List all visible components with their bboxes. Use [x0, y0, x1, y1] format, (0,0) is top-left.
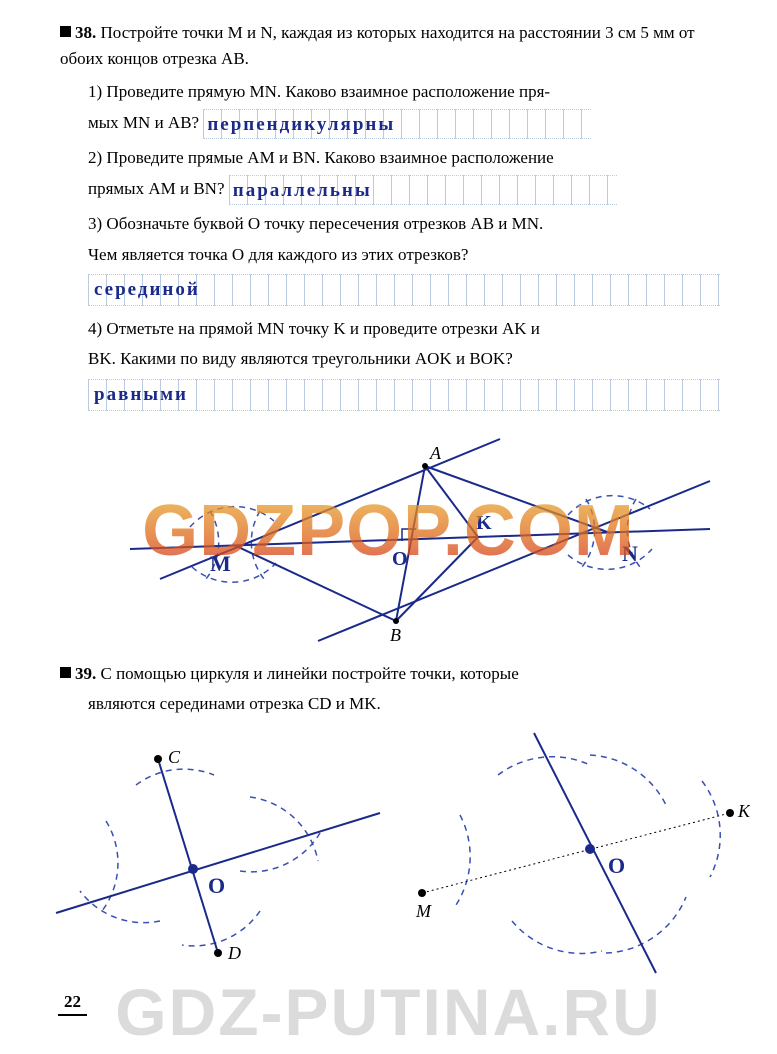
p38-figure: A B M N K O	[70, 421, 750, 651]
lbl-D: D	[227, 943, 241, 963]
p38-a1-box: перпендикулярны	[203, 109, 591, 139]
lbl-M: M	[210, 551, 231, 576]
p38-a2-box: параллельны	[229, 175, 617, 205]
pt-K	[726, 809, 734, 817]
p39-intro: 39. С помощью циркуля и линейки постройт…	[60, 661, 737, 687]
p38-q2-line2: прямых AM и BN? параллельны	[60, 175, 737, 205]
p38-a4-box: равными	[88, 379, 720, 411]
p38-q2b: прямых AM и BN?	[88, 179, 225, 198]
pt-O1	[188, 864, 198, 874]
p38-a2: параллельны	[233, 180, 372, 201]
line-AN	[425, 466, 610, 533]
p39-text-a: С помощью циркуля и линейки постройте то…	[101, 664, 519, 683]
arc	[182, 911, 260, 946]
line-CD	[158, 759, 218, 953]
lbl-M2: M	[415, 901, 432, 921]
line-BM	[234, 545, 396, 621]
p38-q3b: Чем является точка O для каждого из этих…	[60, 242, 737, 268]
arc	[512, 921, 602, 953]
pt-D	[214, 949, 222, 957]
lbl-O2: O	[608, 853, 625, 878]
arc	[590, 755, 666, 805]
p38-q2a: 2) Проведите прямые AM и BN. Каково взаи…	[60, 145, 737, 171]
lbl-B: B	[390, 625, 401, 645]
p38-a4: равными	[94, 384, 188, 406]
page-number: 22	[58, 992, 87, 1016]
p38-q1a: 1) Проведите прямую MN. Каково взаимное …	[60, 79, 737, 105]
pt-A	[422, 463, 428, 469]
line-BK	[396, 537, 478, 621]
p38-q4b: BK. Какими по виду являются треугольники…	[60, 346, 737, 372]
p38-q1-line2: мых MN и AB? перпендикулярны	[60, 109, 737, 139]
line-CD-bis	[56, 813, 380, 913]
lbl-K2: K	[737, 801, 750, 821]
pt-B	[393, 618, 399, 624]
watermark-bottom: GDZ-PUTINA.RU	[0, 974, 777, 1050]
square-icon	[60, 26, 71, 37]
p39-text-b: являются серединами отрезка CD и MK.	[60, 691, 737, 717]
square-icon	[60, 667, 71, 678]
p38-a3-box: серединой	[88, 274, 720, 306]
p38-q1b: мых MN и AB?	[88, 113, 199, 132]
lbl-K: K	[476, 512, 492, 534]
line-MK-bis	[534, 733, 656, 973]
arc	[568, 495, 650, 514]
p38-q3a: 3) Обозначьте буквой O точку пересечения…	[60, 211, 737, 237]
p38-a3: серединой	[94, 279, 200, 301]
arc	[702, 781, 720, 877]
lbl-O1: O	[208, 873, 225, 898]
pt-O2	[585, 844, 595, 854]
p39-svg: C D O M K O	[50, 721, 750, 981]
arc	[456, 815, 470, 905]
p39-number: 39.	[75, 664, 96, 683]
arc	[190, 506, 274, 526]
p38-svg: A B M N K O	[70, 421, 750, 651]
arc	[136, 770, 214, 786]
p38-q4a: 4) Отметьте на прямой MN точку K и прове…	[60, 316, 737, 342]
pt-C	[154, 755, 162, 763]
lbl-C: C	[168, 747, 181, 767]
lbl-A: A	[429, 443, 442, 463]
line-MK	[422, 813, 730, 893]
arc	[80, 891, 160, 923]
arc	[606, 897, 686, 953]
lbl-O: O	[392, 548, 408, 570]
arc	[498, 757, 590, 775]
arc	[250, 797, 318, 861]
p38-number: 38.	[75, 23, 96, 42]
p39-figure: C D O M K O	[50, 721, 750, 981]
p38-intro: 38. Постройте точки M и N, каждая из кот…	[60, 20, 737, 73]
p38-intro-text: Постройте точки M и N, каждая из которых…	[60, 23, 695, 68]
arc	[192, 563, 276, 582]
pt-M	[418, 889, 426, 897]
p38-a1: перпендикулярны	[207, 114, 395, 135]
lbl-N: N	[622, 541, 638, 566]
line-AB	[396, 466, 425, 621]
line-BN	[318, 481, 710, 641]
